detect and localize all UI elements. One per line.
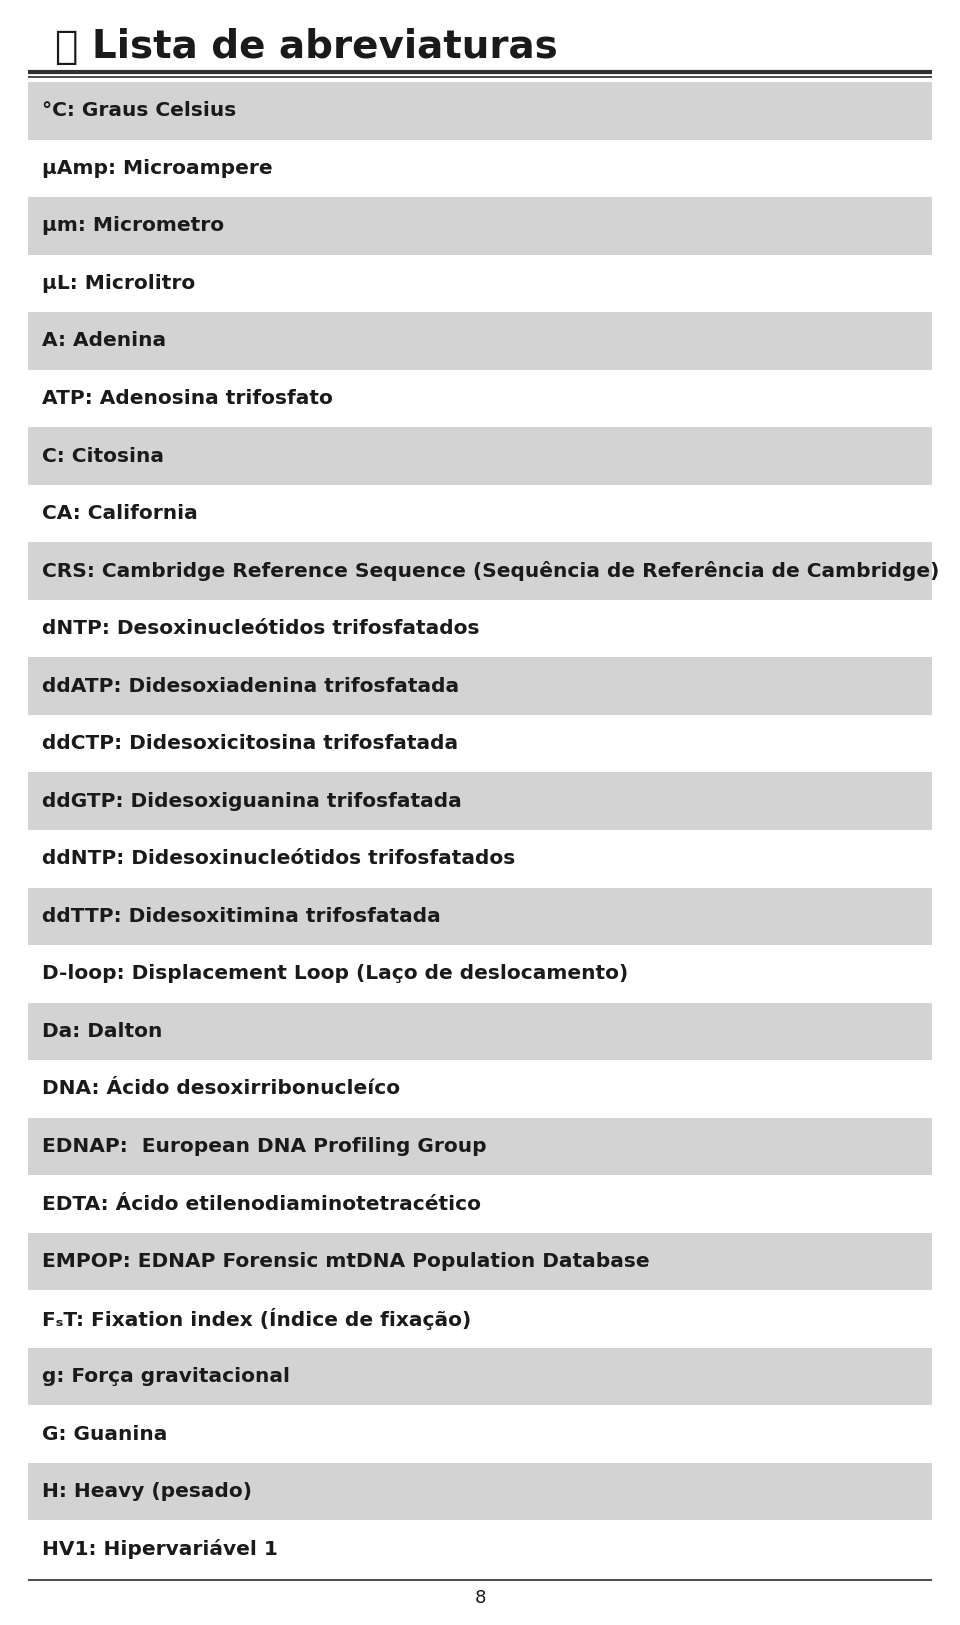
Bar (28, 658, 932, 715)
Bar (28, 1233, 932, 1290)
Text: DNA: Ácido desoxirribonucleíco: DNA: Ácido desoxirribonucleíco (42, 1079, 400, 1098)
Text: CA: California: CA: California (42, 504, 198, 523)
Text: ddATP: Didesoxiadenina trifosfatada: ddATP: Didesoxiadenina trifosfatada (42, 676, 459, 696)
Bar (28, 370, 932, 427)
Bar (28, 81, 932, 140)
Text: ATP: Adenosina trifosfato: ATP: Adenosina trifosfato (42, 388, 333, 408)
Bar (28, 427, 932, 484)
Text: D-loop: Displacement Loop (Laço de deslocamento): D-loop: Displacement Loop (Laço de deslo… (42, 964, 628, 983)
Text: g: Força gravitacional: g: Força gravitacional (42, 1367, 290, 1386)
Text: μm: Micrometro: μm: Micrometro (42, 216, 224, 236)
Bar (28, 1521, 932, 1578)
Bar (28, 1003, 932, 1060)
Text: H: Heavy (pesado): H: Heavy (pesado) (42, 1482, 252, 1502)
Bar (28, 312, 932, 370)
Bar (28, 484, 932, 543)
Text: EMPOP: EDNAP Forensic mtDNA Population Database: EMPOP: EDNAP Forensic mtDNA Population D… (42, 1251, 650, 1271)
Text: C: Citosina: C: Citosina (42, 447, 164, 465)
Text: 8: 8 (474, 1589, 486, 1607)
Text: ddTTP: Didesoxitimina trifosfatada: ddTTP: Didesoxitimina trifosfatada (42, 907, 441, 926)
Bar (28, 1347, 932, 1406)
Bar (28, 830, 932, 887)
Text: μAmp: Microampere: μAmp: Microampere (42, 159, 273, 177)
Bar (28, 140, 932, 197)
Text: ddGTP: Didesoxiguanina trifosfatada: ddGTP: Didesoxiguanina trifosfatada (42, 791, 462, 811)
Text: dNTP: Desoxinucleótidos trifosfatados: dNTP: Desoxinucleótidos trifosfatados (42, 619, 479, 639)
Bar (28, 1060, 932, 1118)
Bar (28, 197, 932, 255)
Bar (28, 255, 932, 312)
Text: A: Adenina: A: Adenina (42, 332, 166, 351)
Text: FₛT: Fixation index (Índice de fixação): FₛT: Fixation index (Índice de fixação) (42, 1308, 471, 1331)
Text: Da: Dalton: Da: Dalton (42, 1022, 162, 1042)
Text: °C: Graus Celsius: °C: Graus Celsius (42, 101, 236, 120)
Bar (28, 1462, 932, 1521)
Bar (28, 543, 932, 600)
Bar (28, 772, 932, 830)
Bar (28, 1406, 932, 1462)
Text: HV1: Hipervariável 1: HV1: Hipervariável 1 (42, 1539, 277, 1560)
Text: CRS: Cambridge Reference Sequence (Sequência de Referência de Cambridge): CRS: Cambridge Reference Sequence (Sequê… (42, 561, 940, 582)
Text: ddCTP: Didesoxicitosina trifosfatada: ddCTP: Didesoxicitosina trifosfatada (42, 734, 458, 754)
Bar (28, 1118, 932, 1175)
Text: EDTA: Ácido etilenodiaminotetracético: EDTA: Ácido etilenodiaminotetracético (42, 1194, 481, 1214)
Bar (28, 887, 932, 946)
Text: G: Guanina: G: Guanina (42, 1425, 167, 1443)
Text: EDNAP:  European DNA Profiling Group: EDNAP: European DNA Profiling Group (42, 1138, 487, 1155)
Text: 🌐 Lista de abreviaturas: 🌐 Lista de abreviaturas (55, 28, 558, 67)
Text: ddNTP: Didesoxinucleótidos trifosfatados: ddNTP: Didesoxinucleótidos trifosfatados (42, 850, 516, 868)
Bar (28, 715, 932, 772)
Bar (28, 1175, 932, 1233)
Bar (28, 600, 932, 658)
Bar (28, 946, 932, 1003)
Text: μL: Microlitro: μL: Microlitro (42, 275, 195, 292)
Bar (28, 1290, 932, 1347)
